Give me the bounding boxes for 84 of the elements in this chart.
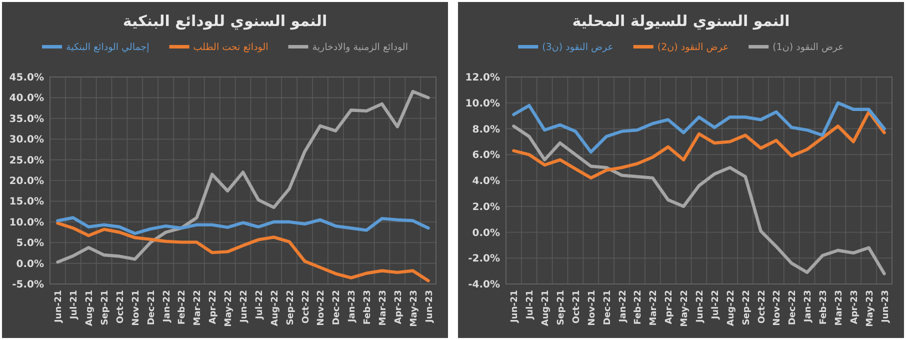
x-tick-label: Jan-23: [348, 290, 358, 324]
x-tick-label: Feb-22: [178, 290, 188, 325]
x-tick-label: Jun-22: [696, 290, 706, 324]
x-tick-label: Oct-22: [757, 290, 768, 324]
x-tick-label: Apr-22: [664, 290, 675, 324]
y-tick-label: -4.0%: [468, 280, 500, 290]
y-tick-label: 35.0%: [9, 114, 44, 125]
x-tick-label: May-22: [224, 290, 234, 327]
x-tick-label: Jul-21: [526, 290, 536, 320]
x-tick-label: Nov-22: [316, 290, 327, 326]
x-tick-label: Apr-23: [850, 290, 860, 324]
line-series: [56, 222, 430, 282]
x-tick-label: Aug-21: [541, 290, 552, 326]
legend-label: عرض النقود (ن1): [772, 42, 844, 53]
y-tick-label: 0.0%: [472, 228, 500, 239]
x-tick-label: Jan-22: [618, 290, 628, 324]
y-tick-label: 10.0%: [465, 98, 500, 110]
x-tick-label: Apr-23: [394, 290, 404, 324]
x-tick-label: May-23: [865, 290, 876, 327]
y-tick-label: 8.0%: [472, 124, 500, 136]
line-series: [512, 124, 886, 276]
x-tick-label: Sep-21: [100, 290, 111, 326]
legend-label: عرض النقود (ن3): [542, 42, 614, 53]
chart-title: النمو السنوي للسيولة المحلية: [572, 12, 790, 30]
x-tick-label: Feb-22: [634, 290, 644, 325]
x-tick-label: Jun-21: [510, 290, 520, 324]
x-tick-label: Sep-22: [742, 290, 752, 326]
y-tick-label: 15.0%: [9, 196, 44, 208]
x-tick-label: Dec-21: [602, 290, 613, 326]
x-tick-label: Aug-21: [85, 290, 96, 326]
x-tick-label: Jul-21: [70, 290, 80, 320]
y-tick-label: 10.0%: [9, 217, 44, 228]
x-tick-label: Sep-21: [556, 290, 567, 326]
x-tick-label: Dec-22: [332, 290, 342, 326]
x-tick-label: Oct-21: [572, 290, 582, 324]
x-tick-label: Feb-23: [819, 290, 830, 325]
x-tick-label: Jun-23: [880, 290, 891, 324]
x-tick-label: Dec-22: [788, 290, 798, 326]
x-tick-label: Mar-22: [193, 290, 204, 326]
y-tick-label: -5.0%: [12, 280, 44, 290]
x-tick-label: Aug-22: [726, 290, 736, 326]
y-tick-label: 45.0%: [9, 72, 44, 84]
y-tick-label: 2.0%: [472, 202, 500, 213]
x-tick-label: Jan-22: [162, 290, 172, 324]
y-tick-label: 12.0%: [465, 72, 500, 84]
x-tick-label: Jan-23: [804, 290, 814, 324]
x-tick-label: Apr-22: [208, 290, 219, 324]
y-tick-label: -2.0%: [468, 254, 500, 265]
y-tick-label: 0.0%: [16, 258, 44, 270]
y-tick-label: 20.0%: [9, 176, 44, 187]
x-tick-label: Sep-22: [286, 290, 296, 326]
y-tick-label: 25.0%: [9, 155, 44, 166]
y-tick-label: 30.0%: [9, 134, 44, 146]
legend-label: عرض النقود (ن2): [657, 42, 729, 53]
x-tick-label: May-22: [680, 290, 690, 327]
x-tick-label: Jun-23: [424, 290, 435, 324]
y-tick-label: 6.0%: [472, 150, 500, 162]
x-tick-label: Dec-21: [146, 290, 157, 326]
x-tick-label: Jul-22: [254, 290, 265, 320]
x-tick-label: Oct-21: [116, 290, 126, 324]
chart-title: النمو السنوي للودائع البنكية: [122, 12, 328, 30]
x-tick-label: Oct-22: [301, 290, 312, 324]
line-series: [56, 90, 430, 264]
x-tick-label: Mar-22: [649, 290, 660, 326]
legend-label: إجمالي الودائع البنكية: [66, 42, 150, 53]
legend-label: الودائع الزمنية والادخارية: [312, 42, 408, 53]
x-tick-label: Mar-23: [834, 290, 844, 326]
x-tick-label: Feb-23: [363, 290, 374, 325]
x-tick-label: Nov-21: [587, 290, 598, 326]
y-tick-label: 5.0%: [16, 238, 44, 250]
x-tick-label: May-23: [409, 290, 420, 327]
x-tick-label: Mar-23: [378, 290, 388, 326]
line-series: [512, 110, 886, 180]
legend-label: الودائع تحت الطلب: [193, 42, 268, 53]
x-tick-label: Jun-21: [54, 290, 64, 324]
x-tick-label: Aug-22: [270, 290, 280, 326]
x-tick-label: Jul-22: [710, 290, 721, 320]
y-tick-label: 40.0%: [9, 93, 44, 104]
y-tick-label: 4.0%: [472, 176, 500, 187]
x-tick-label: Nov-21: [131, 290, 142, 326]
line-series: [512, 101, 886, 154]
line-series: [56, 216, 430, 236]
x-tick-label: Jun-22: [240, 290, 250, 324]
x-tick-label: Nov-22: [772, 290, 783, 326]
